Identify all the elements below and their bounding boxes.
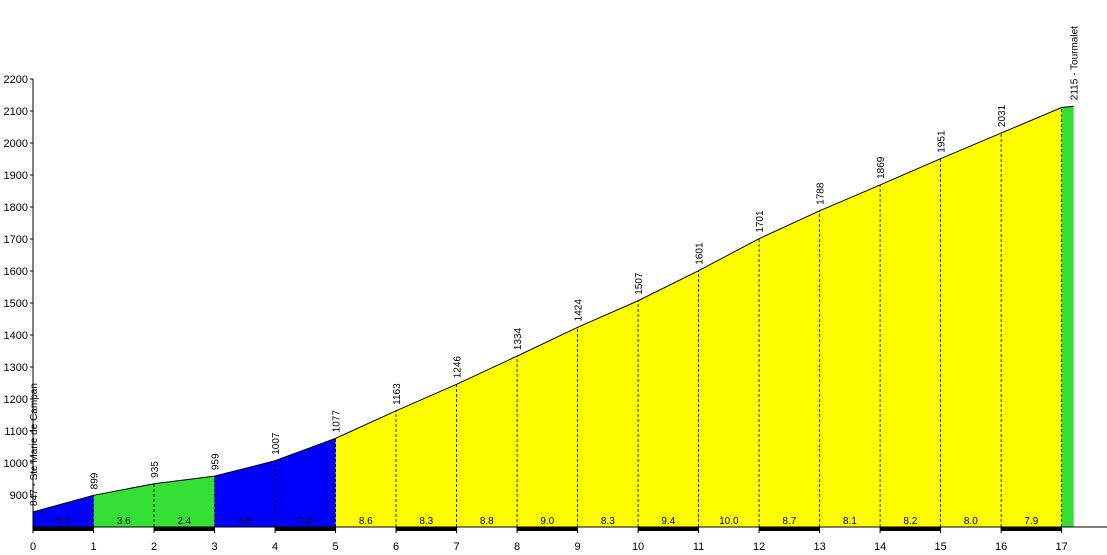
km-band	[33, 527, 94, 531]
y-tick-label: 1900	[4, 170, 28, 182]
y-tick-label: 1600	[4, 266, 28, 278]
gradient-label: 9.0	[540, 516, 554, 527]
km-band	[759, 527, 820, 531]
elevation-label: 1601	[695, 242, 706, 265]
elevation-label: 899	[90, 472, 101, 489]
elevation-label: 1163	[392, 383, 403, 405]
gradient-segment	[577, 300, 639, 527]
y-tick-label: 900	[10, 490, 28, 502]
x-tick-label: 14	[874, 541, 886, 553]
gradient-label: 8.3	[419, 516, 433, 527]
x-tick-label: 8	[514, 541, 520, 553]
gradient-label: 10.0	[719, 516, 739, 527]
y-tick-label: 1100	[4, 426, 28, 438]
x-tick-label: 0	[30, 541, 36, 553]
elevation-label: 1869	[876, 156, 887, 179]
y-tick-label: 1300	[4, 362, 28, 374]
gradient-segment	[335, 410, 397, 527]
y-tick-label: 1400	[4, 330, 28, 342]
gradient-label: 8.6	[359, 516, 373, 527]
x-tick-label: 9	[575, 541, 581, 553]
gradient-label: 9.4	[661, 516, 675, 527]
elevation-label: 1507	[634, 272, 645, 295]
gradient-segment	[819, 184, 881, 528]
elevation-label: 2031	[997, 104, 1008, 127]
x-tick-label: 11	[693, 541, 704, 553]
gradient-label: 3.6	[117, 516, 131, 527]
y-tick-label: 1500	[4, 298, 28, 310]
gradient-segment	[396, 384, 457, 527]
x-tick-label: 5	[332, 541, 338, 553]
gradient-label: 8.2	[903, 516, 917, 527]
km-band	[638, 527, 699, 531]
km-band	[880, 527, 941, 531]
x-tick-label: 2	[151, 541, 157, 553]
gradient-label: 8.7	[782, 516, 796, 527]
gradient-segment	[880, 158, 941, 527]
gradient-segment	[517, 327, 578, 527]
x-tick-label: 6	[393, 541, 399, 553]
x-tick-label: 13	[813, 541, 825, 553]
gradient-segment	[456, 356, 518, 527]
y-tick-label: 2100	[4, 106, 28, 118]
gradient-label: 2.4	[177, 516, 191, 527]
x-tick-label: 17	[1055, 541, 1067, 553]
x-tick-label: 4	[272, 541, 278, 553]
elevation-label: 2115 - Tourmalet	[1070, 26, 1081, 100]
gradient-label: 8.1	[843, 516, 857, 527]
y-tick-label: 1000	[4, 458, 28, 470]
gradient-segment	[93, 483, 155, 527]
gradient-label: 7.0	[298, 516, 312, 527]
elevation-label: 1007	[271, 432, 282, 455]
elevation-label: 1424	[574, 299, 585, 322]
elevation-label: 1701	[755, 210, 766, 233]
y-tick-label: 2200	[4, 74, 28, 86]
elevation-label: 1951	[937, 130, 948, 153]
y-tick-label: 2000	[4, 138, 28, 150]
gradient-segment	[33, 495, 94, 527]
y-tick-label: 1800	[4, 202, 28, 214]
x-tick-label: 15	[934, 541, 946, 553]
gradient-segment	[759, 210, 820, 527]
km-band	[275, 527, 336, 531]
x-tick-label: 16	[995, 541, 1007, 553]
x-tick-label: 12	[753, 541, 765, 553]
gradient-segment	[214, 460, 276, 527]
km-band	[1001, 527, 1062, 531]
elevation-label: 959	[211, 453, 222, 470]
gradient-label: 7.9	[1024, 516, 1038, 527]
gradient-segment	[275, 438, 336, 527]
gradient-segment	[698, 238, 760, 527]
profile-line	[32, 105, 1074, 513]
y-tick-label: 1700	[4, 234, 28, 246]
x-tick-label: 7	[453, 541, 459, 553]
gradient-label: 8.0	[964, 516, 978, 527]
km-band	[396, 527, 457, 531]
elevation-label: 1334	[513, 327, 524, 350]
gradient-segment	[154, 476, 215, 527]
gradient-label: 5.2	[56, 516, 70, 527]
y-tick-label: 1200	[4, 394, 28, 406]
elevation-label: 1246	[453, 356, 464, 379]
km-band	[517, 527, 578, 531]
gradient-segment	[1001, 107, 1062, 527]
x-tick-label: 1	[90, 541, 96, 553]
elevation-label: 935	[150, 461, 161, 478]
gradient-label: 8.8	[480, 516, 494, 527]
elevation-label: 847 - Ste Marie de Campan	[29, 383, 40, 506]
gradient-segment	[638, 270, 699, 527]
gradient-label: 8.3	[601, 516, 615, 527]
elevation-label: 1077	[332, 410, 343, 433]
gradient-segment	[1061, 106, 1074, 527]
elevation-label: 1788	[816, 182, 827, 205]
x-tick-label: 10	[632, 541, 644, 553]
km-band	[154, 527, 215, 531]
x-tick-label: 3	[211, 541, 217, 553]
gradient-label: 4.8	[238, 516, 252, 527]
gradient-segment	[940, 133, 1002, 527]
